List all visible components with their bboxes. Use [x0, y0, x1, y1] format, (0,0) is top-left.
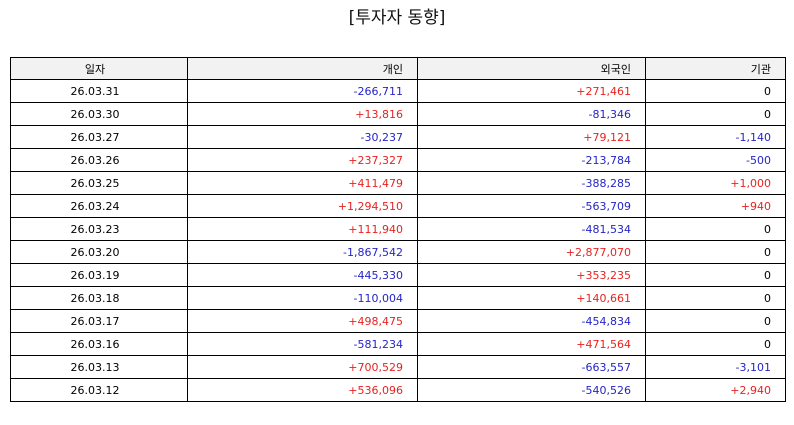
table-row: 26.03.17 +498,475 -454,834 0: [10, 309, 786, 333]
cell-foreign: +79,121: [417, 125, 646, 149]
cell-institution: 0: [645, 332, 786, 356]
column-header-individual: 개인: [187, 57, 418, 80]
cell-foreign: -563,709: [417, 194, 646, 218]
cell-foreign: -481,534: [417, 217, 646, 241]
cell-foreign: -663,557: [417, 355, 646, 379]
table-body: 26.03.31 -266,711 +271,461 0 26.03.30 +13,816…: [10, 79, 786, 402]
cell-institution: -1,140: [645, 125, 786, 149]
table-row: 26.03.19 -445,330 +353,235 0: [10, 263, 786, 287]
cell-individual: +536,096: [187, 378, 418, 402]
cell-individual: +13,816: [187, 102, 418, 126]
cell-institution: 0: [645, 240, 786, 264]
cell-date: 26.03.16: [10, 332, 188, 356]
cell-institution: +2,940: [645, 378, 786, 402]
table-row: 26.03.13 +700,529 -663,557 -3,101: [10, 355, 786, 379]
table-row: 26.03.12 +536,096 -540,526 +2,940: [10, 378, 786, 402]
cell-individual: -30,237: [187, 125, 418, 149]
cell-individual: -1,867,542: [187, 240, 418, 264]
cell-foreign: -81,346: [417, 102, 646, 126]
cell-individual: +411,479: [187, 171, 418, 195]
investor-trend-table: 일자 개인 외국인 기관 26.03.31 -266,711 +271,461 0 26…: [10, 57, 786, 402]
cell-institution: -500: [645, 148, 786, 172]
cell-date: 26.03.27: [10, 125, 188, 149]
cell-institution: 0: [645, 102, 786, 126]
column-header-institution: 기관: [645, 57, 786, 80]
cell-date: 26.03.18: [10, 286, 188, 310]
cell-institution: 0: [645, 217, 786, 241]
table-row: 26.03.16 -581,234 +471,564 0: [10, 332, 786, 356]
cell-individual: +700,529: [187, 355, 418, 379]
cell-foreign: -454,834: [417, 309, 646, 333]
cell-individual: +498,475: [187, 309, 418, 333]
table-row: 26.03.24 +1,294,510 -563,709 +940: [10, 194, 786, 218]
cell-date: 26.03.13: [10, 355, 188, 379]
cell-foreign: +271,461: [417, 79, 646, 103]
cell-date: 26.03.24: [10, 194, 188, 218]
page-title: [투자자 동향]: [348, 8, 446, 28]
cell-foreign: +2,877,070: [417, 240, 646, 264]
cell-individual: -110,004: [187, 286, 418, 310]
cell-foreign: -388,285: [417, 171, 646, 195]
table-row: 26.03.31 -266,711 +271,461 0: [10, 79, 786, 103]
cell-individual: +111,940: [187, 217, 418, 241]
cell-individual: +237,327: [187, 148, 418, 172]
cell-individual: -445,330: [187, 263, 418, 287]
cell-institution: +1,000: [645, 171, 786, 195]
cell-date: 26.03.25: [10, 171, 188, 195]
cell-date: 26.03.17: [10, 309, 188, 333]
table-row: 26.03.20 -1,867,542 +2,877,070 0: [10, 240, 786, 264]
cell-institution: 0: [645, 309, 786, 333]
table-row: 26.03.25 +411,479 -388,285 +1,000: [10, 171, 786, 195]
column-header-foreign: 외국인: [417, 57, 646, 80]
cell-date: 26.03.26: [10, 148, 188, 172]
cell-foreign: +140,661: [417, 286, 646, 310]
table-row: 26.03.26 +237,327 -213,784 -500: [10, 148, 786, 172]
cell-foreign: -540,526: [417, 378, 646, 402]
cell-date: 26.03.19: [10, 263, 188, 287]
cell-date: 26.03.20: [10, 240, 188, 264]
column-header-date: 일자: [10, 57, 188, 80]
cell-individual: -581,234: [187, 332, 418, 356]
cell-date: 26.03.30: [10, 102, 188, 126]
cell-date: 26.03.12: [10, 378, 188, 402]
cell-foreign: +471,564: [417, 332, 646, 356]
cell-individual: +1,294,510: [187, 194, 418, 218]
cell-foreign: -213,784: [417, 148, 646, 172]
cell-foreign: +353,235: [417, 263, 646, 287]
table-row: 26.03.27 -30,237 +79,121 -1,140: [10, 125, 786, 149]
cell-institution: -3,101: [645, 355, 786, 379]
table-header-row: 일자 개인 외국인 기관: [10, 57, 786, 80]
cell-institution: 0: [645, 79, 786, 103]
cell-date: 26.03.31: [10, 79, 188, 103]
table-row: 26.03.30 +13,816 -81,346 0: [10, 102, 786, 126]
cell-institution: +940: [645, 194, 786, 218]
table-row: 26.03.23 +111,940 -481,534 0: [10, 217, 786, 241]
cell-individual: -266,711: [187, 79, 418, 103]
table-row: 26.03.18 -110,004 +140,661 0: [10, 286, 786, 310]
cell-institution: 0: [645, 263, 786, 287]
cell-institution: 0: [645, 286, 786, 310]
cell-date: 26.03.23: [10, 217, 188, 241]
